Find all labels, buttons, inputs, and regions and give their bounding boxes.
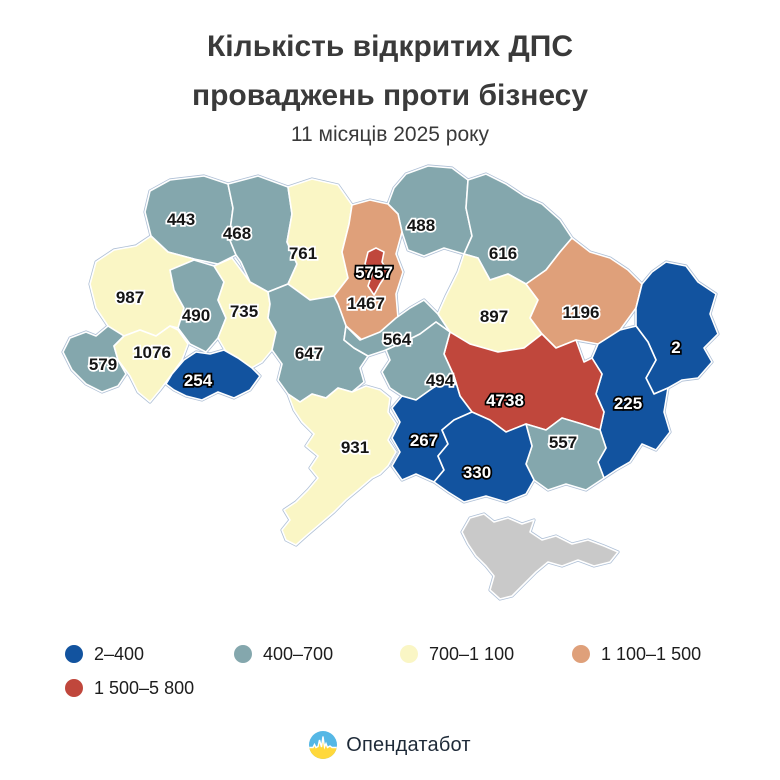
region-value-zaporizhzhia: 557 (549, 433, 577, 452)
region-odesa (281, 385, 397, 546)
region-zaporizhzhia (525, 417, 607, 491)
region-value-donetsk: 225 (614, 394, 642, 413)
region-value-cherkasy: 564 (383, 330, 412, 349)
opendatabot-logo-icon (309, 731, 338, 759)
region-value-lviv: 987 (116, 288, 144, 307)
region-value-odesa: 931 (341, 438, 369, 457)
region-kherson (433, 411, 535, 503)
region-value-vinnytsia: 647 (295, 344, 323, 363)
region-zakarpattia (62, 325, 127, 393)
region-value-chernihiv: 488 (407, 216, 435, 235)
region-value-rivne: 468 (223, 224, 251, 243)
region-value-kirovohrad: 494 (426, 371, 455, 390)
brand-name: Опендатабот (346, 733, 471, 756)
region-value-zhytomyr: 761 (289, 244, 317, 263)
chart-title-line-2: проваджень проти бізнесу (191, 79, 589, 112)
region-value-kherson: 330 (463, 463, 491, 482)
region-value-kyiv_oblast: 1467 (347, 294, 385, 313)
region-value-ternopil: 490 (182, 306, 210, 325)
region-crimea (461, 513, 619, 600)
region-value-khmelnytskyi: 735 (230, 302, 258, 321)
region-chernivtsi (165, 349, 261, 401)
region-value-dnipropetrovsk: 4738 (486, 391, 524, 410)
region-value-sumy: 616 (489, 244, 517, 263)
region-value-kharkiv: 1196 (563, 303, 600, 322)
region-zhytomyr (286, 178, 353, 301)
region-value-mykolaiv: 267 (410, 431, 438, 450)
region-value-ivano_frankivsk: 1076 (133, 343, 171, 362)
region-value-zakarpattia: 579 (89, 355, 117, 374)
chart-header: Кількість відкритих ДПС проваджень проти… (0, 22, 780, 150)
region-value-chernivtsi: 254 (184, 371, 213, 390)
footer-brand: Опендатабот (0, 731, 780, 759)
region-value-poltava: 897 (480, 307, 508, 326)
region-kyiv_city (364, 247, 389, 296)
chart-subtitle: 11 місяців 2025 року (290, 123, 490, 146)
region-value-luhansk: 2 (671, 338, 680, 357)
region-value-kyiv_city: 5757 (355, 263, 393, 282)
chart-title-line-1: Кількість відкритих ДПС (206, 30, 573, 63)
region-value-volyn: 443 (167, 210, 195, 229)
